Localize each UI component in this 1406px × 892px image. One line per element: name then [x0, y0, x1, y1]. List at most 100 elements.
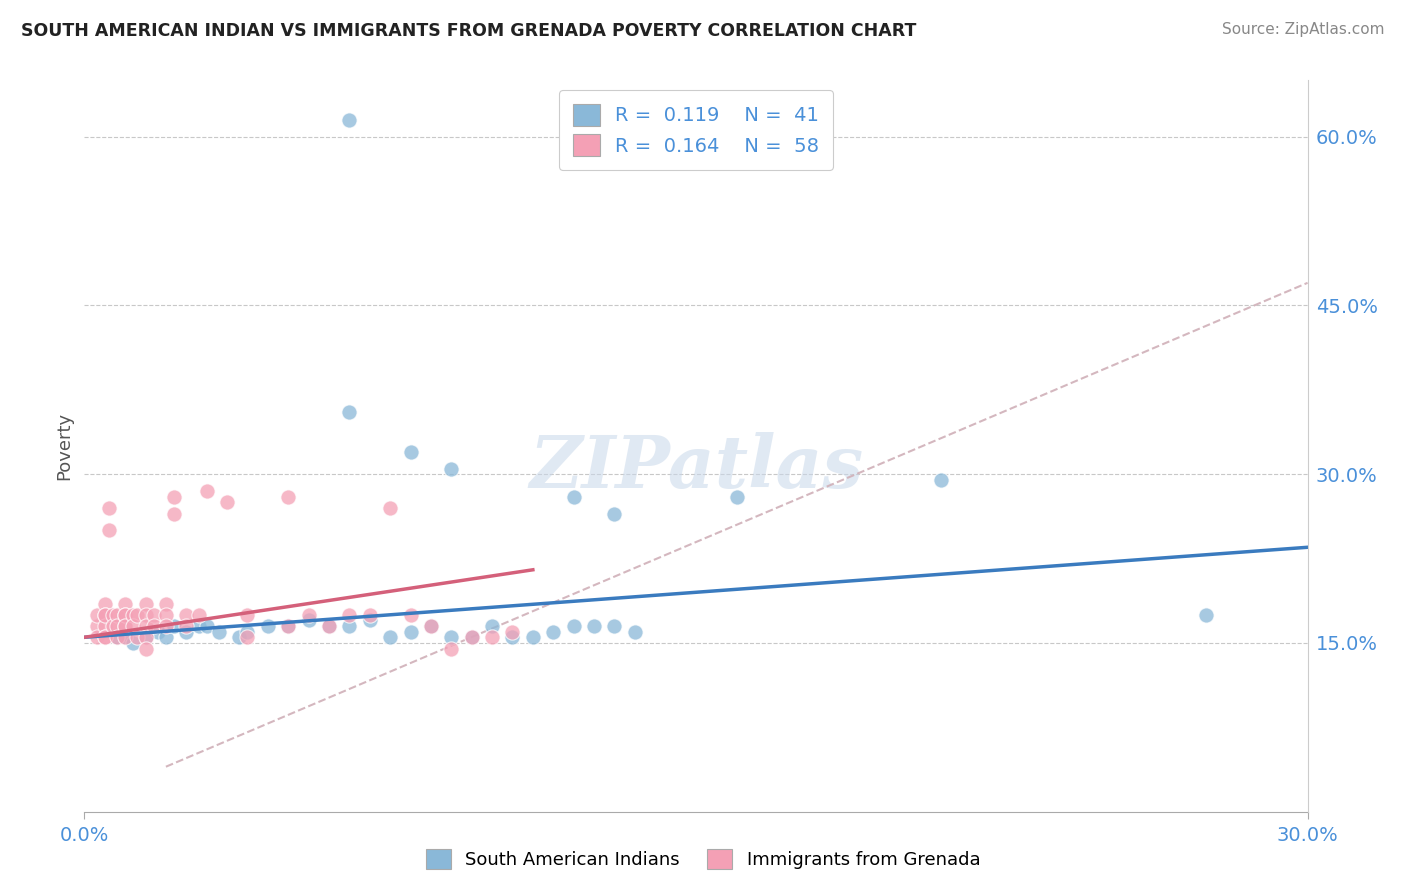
Point — [135, 619, 157, 633]
Point — [236, 607, 259, 622]
Text: ZIPatlas: ZIPatlas — [529, 433, 863, 503]
Point — [86, 630, 108, 644]
Point — [114, 630, 136, 644]
Point — [208, 624, 231, 639]
Point — [440, 641, 463, 656]
Point — [135, 641, 157, 656]
Point — [135, 607, 157, 622]
Point — [105, 630, 128, 644]
Point — [176, 619, 198, 633]
Point — [114, 607, 136, 622]
Point — [93, 630, 117, 644]
Point — [101, 607, 124, 622]
Point — [461, 630, 484, 644]
Point — [461, 630, 484, 644]
Point — [420, 619, 443, 633]
Point — [105, 607, 128, 622]
Point — [481, 630, 503, 644]
Point — [277, 490, 299, 504]
Point — [399, 444, 422, 458]
Point — [97, 524, 120, 538]
Point — [522, 630, 544, 644]
Point — [187, 619, 209, 633]
Point — [187, 607, 209, 622]
Text: Source: ZipAtlas.com: Source: ZipAtlas.com — [1222, 22, 1385, 37]
Point — [93, 619, 117, 633]
Point — [155, 630, 177, 644]
Point — [929, 473, 952, 487]
Point — [93, 607, 117, 622]
Point — [114, 630, 136, 644]
Point — [195, 619, 218, 633]
Point — [603, 507, 626, 521]
Point — [127, 630, 149, 644]
Point — [339, 405, 361, 419]
Point — [603, 619, 626, 633]
Point — [155, 607, 177, 622]
Point — [318, 619, 340, 633]
Point — [217, 495, 239, 509]
Legend: R =  0.119    N =  41, R =  0.164    N =  58: R = 0.119 N = 41, R = 0.164 N = 58 — [560, 90, 832, 169]
Point — [359, 607, 381, 622]
Point — [236, 624, 259, 639]
Point — [318, 619, 340, 633]
Point — [543, 624, 565, 639]
Point — [481, 619, 503, 633]
Point — [583, 619, 606, 633]
Point — [562, 619, 585, 633]
Point — [725, 490, 748, 504]
Point — [339, 112, 361, 127]
Point — [93, 597, 117, 611]
Point — [86, 619, 108, 633]
Point — [380, 500, 402, 515]
Legend: South American Indians, Immigrants from Grenada: South American Indians, Immigrants from … — [416, 839, 990, 879]
Point — [228, 630, 250, 644]
Point — [105, 619, 128, 633]
Point — [624, 624, 647, 639]
Point — [502, 630, 524, 644]
Point — [163, 619, 186, 633]
Point — [122, 619, 145, 633]
Point — [101, 619, 124, 633]
Point — [440, 630, 463, 644]
Point — [562, 490, 585, 504]
Point — [420, 619, 443, 633]
Point — [93, 607, 117, 622]
Point — [155, 597, 177, 611]
Point — [195, 483, 218, 498]
Point — [105, 630, 128, 644]
Point — [155, 619, 177, 633]
Point — [114, 597, 136, 611]
Point — [142, 619, 165, 633]
Point — [135, 630, 157, 644]
Point — [97, 500, 120, 515]
Point — [257, 619, 280, 633]
Point — [114, 607, 136, 622]
Point — [146, 624, 169, 639]
Point — [502, 624, 524, 639]
Point — [176, 607, 198, 622]
Point — [163, 507, 186, 521]
Point — [1195, 607, 1218, 622]
Point — [399, 607, 422, 622]
Point — [127, 607, 149, 622]
Point — [339, 619, 361, 633]
Point — [176, 624, 198, 639]
Point — [135, 597, 157, 611]
Point — [93, 630, 117, 644]
Point — [114, 619, 136, 633]
Point — [277, 619, 299, 633]
Point — [135, 630, 157, 644]
Y-axis label: Poverty: Poverty — [55, 412, 73, 480]
Point — [86, 607, 108, 622]
Point — [298, 607, 321, 622]
Point — [399, 624, 422, 639]
Point — [114, 619, 136, 633]
Point — [339, 607, 361, 622]
Point — [298, 614, 321, 628]
Point — [236, 630, 259, 644]
Point — [277, 619, 299, 633]
Point — [359, 614, 381, 628]
Text: SOUTH AMERICAN INDIAN VS IMMIGRANTS FROM GRENADA POVERTY CORRELATION CHART: SOUTH AMERICAN INDIAN VS IMMIGRANTS FROM… — [21, 22, 917, 40]
Point — [122, 607, 145, 622]
